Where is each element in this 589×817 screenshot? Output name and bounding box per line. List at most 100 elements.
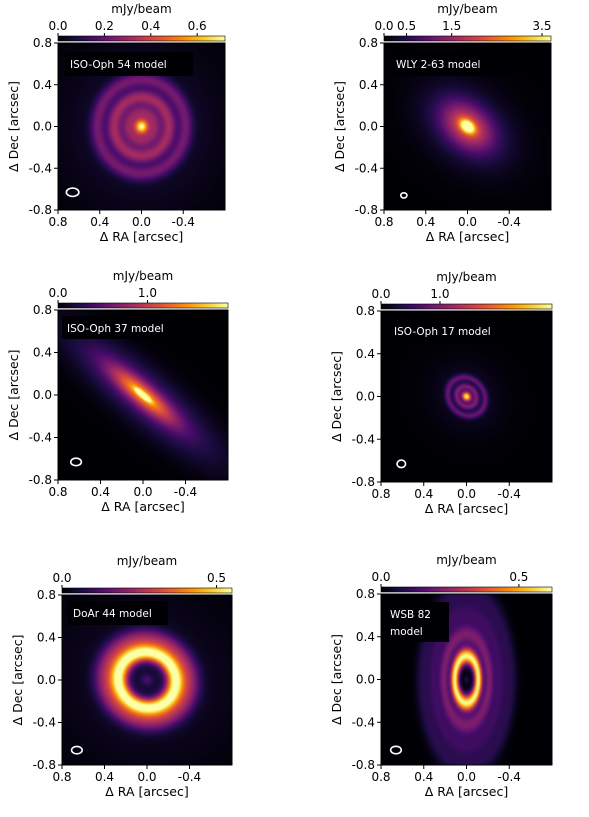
beam-ellipse bbox=[396, 459, 407, 469]
y-tick-label: -0.8 bbox=[352, 475, 375, 489]
panel-2: WLY 2-63 model 0.8 0.4 0.0 -0.4 0.8 0.4 0.0 -0.4… bbox=[332, 2, 552, 244]
panel-4: ISO-Oph 17 model 0.8 0.4 0.0 -0.4 0.8 0.4 0.0 -0… bbox=[329, 270, 553, 516]
model-label: model bbox=[390, 626, 423, 638]
x-axis-label: Δ RA [arcsec] bbox=[100, 229, 183, 244]
y-tick-label: 0.0 bbox=[33, 120, 52, 134]
y-axis-label: Δ Dec [arcsec] bbox=[332, 81, 347, 172]
x-tick-label: 0.8 bbox=[48, 215, 67, 229]
colorbar bbox=[380, 586, 553, 593]
colorbar-tick-label: 3.5 bbox=[532, 19, 551, 33]
colorbar-tick-label: 0.5 bbox=[397, 19, 416, 33]
beam-ellipse bbox=[69, 457, 83, 467]
colorbar-tick-label: 0.0 bbox=[374, 19, 393, 33]
y-tick-label: -0.8 bbox=[29, 473, 52, 487]
colorbar-label: mJy/beam bbox=[436, 553, 496, 567]
y-tick-label: 0.4 bbox=[33, 78, 52, 92]
colorbar-tick-label: 0.6 bbox=[188, 19, 207, 33]
y-tick-label: -0.4 bbox=[33, 716, 56, 730]
x-axis-label: Δ RA [arcsec] bbox=[425, 501, 508, 516]
y-tick-label: 0.8 bbox=[33, 303, 52, 317]
panel-3: ISO-Oph 37 model 0.8 0.4 0.0 -0.4 0.8 0.4 0.0 -0… bbox=[6, 269, 229, 514]
colorbar-label: mJy/beam bbox=[437, 2, 497, 16]
y-tick-label: 0.4 bbox=[356, 630, 375, 644]
x-tick-label: 0.4 bbox=[90, 215, 109, 229]
x-axis-label: Δ RA [arcsec] bbox=[425, 784, 508, 799]
y-tick-label: -0.8 bbox=[29, 203, 52, 217]
y-tick-label: 0.8 bbox=[33, 36, 52, 50]
colorbar-tick-label: 0.0 bbox=[48, 19, 67, 33]
y-tick-label: 0.8 bbox=[356, 587, 375, 601]
y-tick-label: 0.4 bbox=[33, 346, 52, 360]
y-tick-label: 0.0 bbox=[359, 120, 378, 134]
y-tick-label: 0.0 bbox=[356, 673, 375, 687]
model-label: ISO-Oph 54 model bbox=[70, 59, 167, 71]
y-tick-label: 0.8 bbox=[37, 588, 56, 602]
y-tick-label: -0.4 bbox=[355, 161, 378, 175]
x-tick-label: 0.8 bbox=[374, 215, 393, 229]
x-tick-label: -0.4 bbox=[172, 215, 195, 229]
colorbar-label: mJy/beam bbox=[113, 269, 173, 283]
colorbar-tick-label: 0.4 bbox=[141, 19, 160, 33]
y-axis-label: Δ Dec [arcsec] bbox=[6, 350, 21, 441]
x-tick-label: -0.4 bbox=[178, 770, 201, 784]
colorbar-tick-label: 0.5 bbox=[509, 570, 528, 584]
x-tick-label: -0.4 bbox=[498, 770, 521, 784]
y-tick-label: -0.4 bbox=[29, 161, 52, 175]
colorbar bbox=[57, 302, 229, 309]
x-tick-label: 0.0 bbox=[133, 485, 152, 499]
x-tick-label: 0.8 bbox=[52, 770, 71, 784]
x-tick-label: 0.0 bbox=[137, 770, 156, 784]
model-label-box bbox=[387, 602, 449, 642]
x-tick-label: 0.4 bbox=[414, 770, 433, 784]
x-tick-label: 0.4 bbox=[416, 215, 435, 229]
x-axis-label: Δ RA [arcsec] bbox=[426, 229, 509, 244]
colorbar-label: mJy/beam bbox=[436, 270, 496, 284]
panel-6: WSB 82 model 0.8 0.4 0.0 -0.4 0.8 0.4 0.0 -0.4 -0.… bbox=[329, 553, 553, 799]
y-axis-label: Δ Dec [arcsec] bbox=[10, 635, 25, 726]
model-label: WSB 82 bbox=[390, 609, 431, 621]
model-label-box bbox=[62, 316, 190, 339]
colorbar-label: mJy/beam bbox=[111, 2, 171, 16]
colorbar bbox=[61, 587, 233, 594]
y-tick-label: 0.0 bbox=[37, 673, 56, 687]
y-axis-label: Δ Dec [arcsec] bbox=[6, 81, 21, 172]
x-tick-label: 0.4 bbox=[95, 770, 114, 784]
colorbar-tick-label: 1.5 bbox=[442, 19, 461, 33]
beam-ellipse bbox=[65, 187, 80, 198]
model-label-box bbox=[68, 601, 168, 625]
y-tick-label: 0.0 bbox=[356, 390, 375, 404]
colorbar-tick-label: 0.0 bbox=[48, 286, 67, 300]
y-tick-label: -0.8 bbox=[352, 758, 375, 772]
model-label-box bbox=[391, 52, 515, 76]
beam-ellipse bbox=[399, 191, 408, 199]
colorbar-label: mJy/beam bbox=[117, 554, 177, 568]
colorbar-tick-label: 0.5 bbox=[207, 571, 226, 585]
y-tick-label: -0.4 bbox=[352, 432, 375, 446]
x-tick-label: 0.4 bbox=[414, 487, 433, 501]
colorbar bbox=[380, 303, 553, 310]
x-tick-label: -0.4 bbox=[498, 487, 521, 501]
y-tick-label: 0.8 bbox=[356, 304, 375, 318]
model-label: WLY 2-63 model bbox=[396, 59, 480, 71]
model-label: ISO-Oph 37 model bbox=[67, 323, 164, 335]
colorbar-tick-label: 1.0 bbox=[430, 287, 449, 301]
y-axis-label: Δ Dec [arcsec] bbox=[329, 634, 344, 725]
x-tick-label: 0.8 bbox=[371, 770, 390, 784]
y-axis-label: Δ Dec [arcsec] bbox=[329, 351, 344, 442]
colorbar-tick-label: 0.0 bbox=[371, 570, 390, 584]
y-tick-label: 0.4 bbox=[356, 347, 375, 361]
x-tick-label: 0.0 bbox=[457, 487, 476, 501]
x-axis-label: Δ RA [arcsec] bbox=[105, 784, 188, 799]
x-tick-label: 0.8 bbox=[371, 487, 390, 501]
model-label: DoAr 44 model bbox=[73, 608, 152, 620]
colorbar-tick-label: 0.0 bbox=[371, 287, 390, 301]
colorbar bbox=[57, 35, 226, 42]
y-tick-label: 0.4 bbox=[37, 631, 56, 645]
model-label: ISO-Oph 17 model bbox=[394, 326, 491, 338]
x-tick-label: 0.8 bbox=[48, 485, 67, 499]
x-tick-label: 0.0 bbox=[457, 770, 476, 784]
y-tick-label: 0.8 bbox=[359, 36, 378, 50]
x-tick-label: -0.4 bbox=[498, 215, 521, 229]
x-axis-label: Δ RA [arcsec] bbox=[101, 499, 184, 514]
